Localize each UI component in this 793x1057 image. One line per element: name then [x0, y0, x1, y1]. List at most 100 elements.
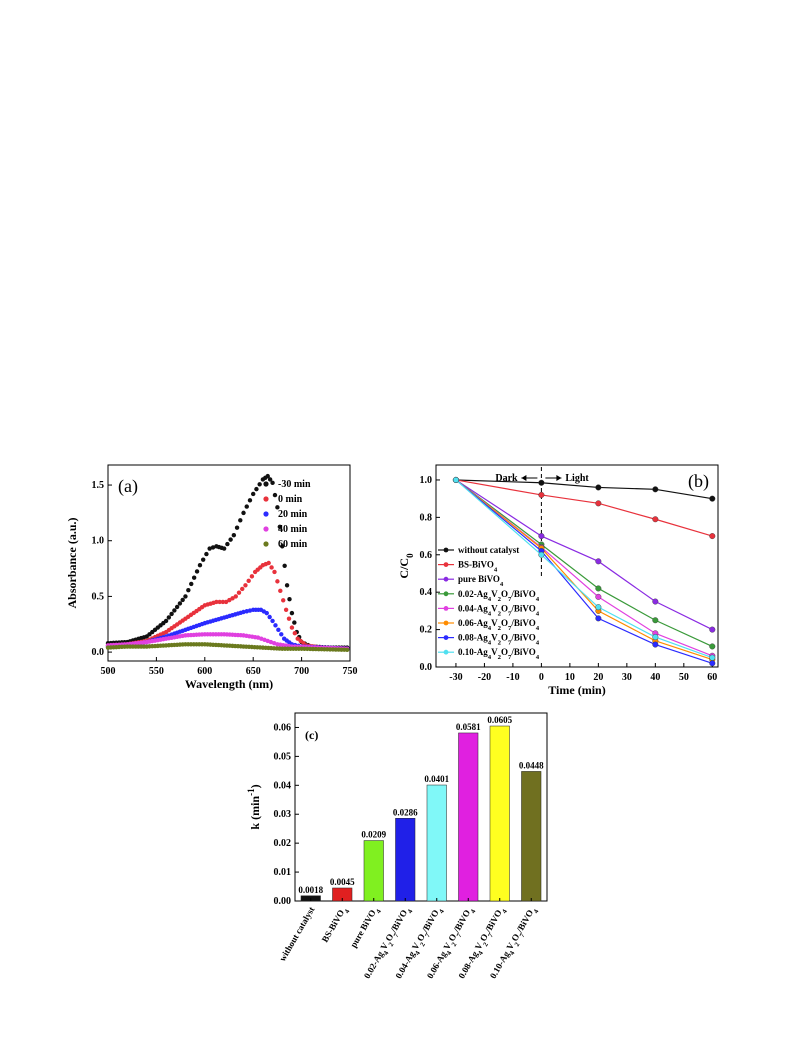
data-point	[270, 618, 275, 624]
x-axis-label: Wavelength (nm)	[185, 677, 273, 691]
data-point	[233, 594, 238, 599]
legend-marker	[443, 547, 449, 553]
data-point	[273, 623, 278, 628]
bar	[395, 818, 416, 902]
y-tick-label: 0.04	[274, 780, 292, 791]
chart-b: -30 -20 -10 0 10 20 30 40 50 60 0.0 0.2 0.4 0.6 0.8 1.0…	[397, 464, 719, 697]
bar-value-label: 0.0581	[456, 722, 481, 732]
data-point	[652, 598, 659, 605]
data-point	[277, 524, 283, 530]
data-point	[234, 525, 240, 530]
data-point	[183, 594, 188, 599]
data-point	[595, 593, 602, 600]
data-point	[194, 569, 200, 574]
data-point	[200, 557, 206, 562]
data-point	[279, 632, 284, 637]
legend-label: -30 min	[278, 479, 311, 490]
legend-marker	[443, 576, 449, 582]
data-point	[289, 610, 295, 616]
legend-marker	[263, 481, 269, 487]
x-tick-label: 50	[679, 672, 689, 683]
data-point	[163, 618, 169, 624]
data-point	[595, 484, 602, 491]
data-point	[249, 574, 255, 579]
data-point	[595, 500, 602, 507]
data-point	[189, 581, 194, 587]
x-tick-label: 30	[622, 672, 632, 683]
y-tick-label: 0.05	[274, 751, 292, 762]
legend-marker	[263, 496, 269, 502]
y-tick-label: 0.06	[274, 722, 292, 733]
bar	[489, 725, 510, 902]
data-point	[709, 626, 716, 633]
data-point	[709, 643, 716, 650]
x-tick-label: without catalyst	[277, 905, 316, 963]
data-point	[257, 482, 262, 487]
bar-value-label: 0.0605	[487, 715, 512, 725]
data-point	[538, 551, 545, 558]
y-tick-label: 1.5	[92, 480, 105, 491]
legend-label: 0.10-Ag4V2O7/BiVO4	[458, 647, 540, 661]
data-point	[251, 491, 256, 497]
data-point	[652, 641, 659, 648]
data-point	[236, 590, 242, 595]
data-point	[207, 546, 212, 551]
data-point	[264, 610, 269, 616]
data-point	[709, 654, 716, 661]
data-point	[652, 617, 659, 624]
data-point	[269, 565, 274, 570]
data-point	[186, 587, 191, 593]
legend-label: 40 min	[278, 524, 308, 535]
y-axis-label: C/C0	[397, 553, 415, 579]
bar-value-label: 0.0045	[330, 877, 355, 887]
data-point	[240, 586, 245, 592]
data-point	[538, 533, 545, 540]
y-tick-label: 0.02	[274, 838, 292, 849]
data-point	[225, 541, 230, 547]
data-point	[283, 607, 289, 612]
x-tick-label: BS-BiVO4	[320, 904, 352, 945]
plot-frame	[435, 464, 719, 668]
data-point	[228, 537, 233, 542]
data-point	[284, 583, 290, 588]
data-point	[289, 625, 295, 630]
data-point	[231, 532, 237, 538]
y-tick-label: 1.0	[420, 475, 433, 486]
series-0	[105, 473, 350, 650]
data-point	[246, 578, 251, 584]
series-3	[105, 632, 350, 651]
legend-label: 20 min	[278, 509, 308, 520]
data-point	[266, 560, 271, 566]
data-point	[286, 616, 292, 621]
y-axis-label: Absorbance (a.u.)	[65, 517, 79, 608]
data-point	[270, 480, 275, 486]
legend-label: pure BiVO4	[458, 574, 504, 588]
data-point	[191, 575, 197, 580]
legend-marker	[263, 526, 269, 532]
y-tick-label: 0.4	[420, 587, 433, 598]
data-point	[278, 588, 283, 594]
data-point	[223, 599, 229, 605]
data-point	[243, 583, 248, 588]
x-tick-label: 20	[593, 672, 603, 683]
legend-marker	[263, 541, 269, 547]
data-point	[272, 569, 277, 575]
legend-label: 0 min	[278, 494, 303, 505]
x-tick-label: -30	[449, 672, 462, 683]
x-tick-label: 600	[197, 666, 212, 677]
data-point	[204, 551, 209, 557]
y-tick-label: 0.2	[420, 625, 433, 636]
y-tick-label: 0.00	[274, 896, 292, 907]
plot-frame	[294, 712, 548, 902]
data-point	[281, 598, 286, 603]
data-point	[172, 608, 177, 613]
y-axis-label: k (min-1)	[246, 784, 262, 829]
legend-label: 0.06-Ag4V2O7/BiVO4	[458, 618, 540, 632]
bar-value-label: 0.0448	[519, 760, 544, 770]
data-point	[282, 563, 287, 568]
data-point	[265, 473, 270, 479]
legend-marker	[443, 620, 449, 626]
data-point	[538, 491, 545, 498]
data-point	[272, 492, 278, 498]
data-point	[241, 510, 246, 516]
